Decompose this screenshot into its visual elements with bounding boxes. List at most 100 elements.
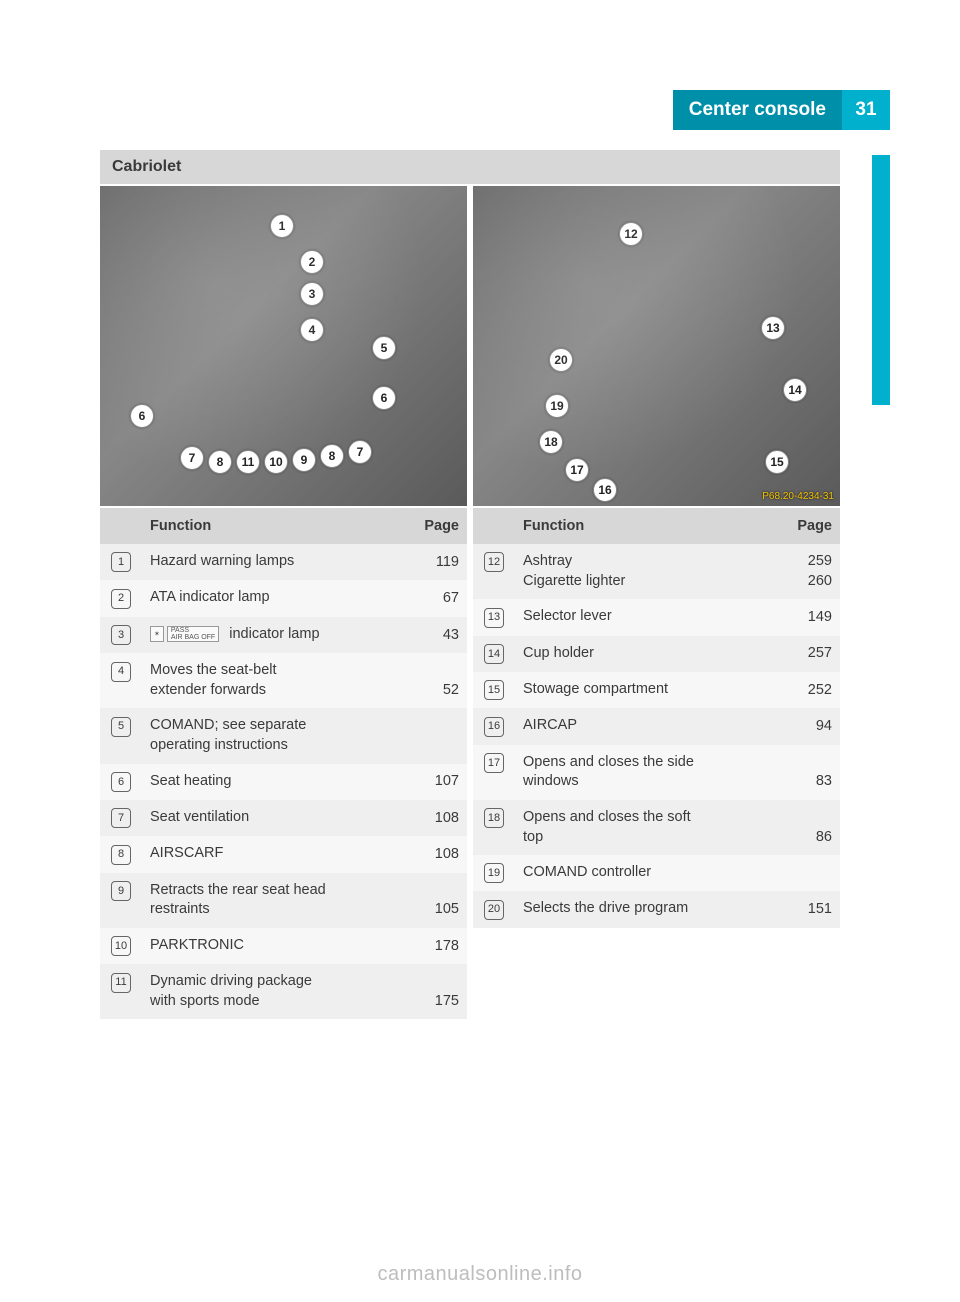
callout-8: 8 xyxy=(208,450,232,474)
callout-15: 15 xyxy=(765,450,789,474)
table-row: 4Moves the seat-beltextender forwards52 xyxy=(100,653,467,708)
row-marker: 14 xyxy=(473,636,515,672)
function-table-left: Function Page 1Hazard warning lamps119 2 A… xyxy=(100,508,467,1019)
table-row: 14Cup holder257 xyxy=(473,636,840,672)
callout-6: 6 xyxy=(130,404,154,428)
row-function: Opens and closes the softtop xyxy=(515,800,788,855)
row-marker: 18 xyxy=(473,800,515,855)
callout-20: 20 xyxy=(549,348,573,372)
table-row: 6Seat heating107 xyxy=(100,764,467,800)
callout-19: 19 xyxy=(545,394,569,418)
row-page: 107 xyxy=(415,764,467,800)
row-page: 67 xyxy=(415,580,467,616)
row-page: 259260 xyxy=(788,544,840,599)
callout-17: 17 xyxy=(565,458,589,482)
row-marker: 20 xyxy=(473,891,515,927)
row-marker: 1 xyxy=(100,544,142,580)
row-marker: 19 xyxy=(473,855,515,891)
table-row: 8AIRSCARF108 xyxy=(100,836,467,872)
row-page: 151 xyxy=(788,891,840,927)
row-function: COMAND controller xyxy=(515,855,788,891)
row-page: 119 xyxy=(415,544,467,580)
row-function: AshtrayCigarette lighter xyxy=(515,544,788,599)
row-function: Retracts the rear seat headrestraints xyxy=(142,873,415,928)
callout-12: 12 xyxy=(619,222,643,246)
row-page: 108 xyxy=(415,800,467,836)
row-function: AIRSCARF xyxy=(142,836,415,872)
passenger-airbag-off-icon: ✶PASSAIR BAG OFF xyxy=(150,626,219,642)
callout-2: 2 xyxy=(300,250,324,274)
row-marker: 3 xyxy=(100,617,142,653)
callout-4: 4 xyxy=(300,318,324,342)
function-table-right: Function Page 12AshtrayCigarette lighter… xyxy=(473,508,840,928)
watermark: carmanualsonline.info xyxy=(0,1263,960,1286)
row-marker: 9 xyxy=(100,873,142,928)
table-row: 5COMAND; see separateoperating instructi… xyxy=(100,708,467,763)
row-marker: 15 xyxy=(473,672,515,708)
row-function: Opens and closes the sidewindows xyxy=(515,745,788,800)
col-page: Page xyxy=(788,508,840,544)
table-row: 7Seat ventilation108 xyxy=(100,800,467,836)
callout-7: 7 xyxy=(348,440,372,464)
col-marker xyxy=(473,508,515,544)
col-marker xyxy=(100,508,142,544)
row-page xyxy=(788,855,840,891)
header-title: Center console xyxy=(673,90,842,130)
row-marker: 7 xyxy=(100,800,142,836)
row-marker: 12 xyxy=(473,544,515,599)
callout-11: 11 xyxy=(236,450,260,474)
header-page-number: 31 xyxy=(842,90,890,130)
table-row: 3✶PASSAIR BAG OFF indicator lamp43 xyxy=(100,617,467,653)
row-page: 83 xyxy=(788,745,840,800)
row-function: Stowage compartment xyxy=(515,672,788,708)
table-row: 16AIRCAP94 xyxy=(473,708,840,744)
row-marker: 10 xyxy=(100,928,142,964)
row-function: Moves the seat-beltextender forwards xyxy=(142,653,415,708)
callout-10: 10 xyxy=(264,450,288,474)
manual-page: Center console 31 At a glance Cabriolet … xyxy=(0,0,960,1302)
row-function: COMAND; see separateoperating instructio… xyxy=(142,708,415,763)
row-marker: 5 xyxy=(100,708,142,763)
row-page: 178 xyxy=(415,928,467,964)
content-area: Cabriolet 1234566781110987 P68.20-4234-3… xyxy=(100,150,840,1019)
row-marker: 4 xyxy=(100,653,142,708)
row-function: Hazard warning lamps xyxy=(142,544,415,580)
table-row: 9Retracts the rear seat headrestraints10… xyxy=(100,873,467,928)
chapter-tab: At a glance xyxy=(850,155,890,405)
row-page: 105 xyxy=(415,873,467,928)
figure-row: 1234566781110987 P68.20-4234-31 12132019… xyxy=(100,186,840,506)
figure-left: 1234566781110987 xyxy=(100,186,467,506)
callout-6: 6 xyxy=(372,386,396,410)
chapter-tab-fill xyxy=(872,155,890,405)
row-page: 43 xyxy=(415,617,467,653)
col-page: Page xyxy=(415,508,467,544)
row-function: Seat ventilation xyxy=(142,800,415,836)
table-row: 17Opens and closes the sidewindows83 xyxy=(473,745,840,800)
callout-3: 3 xyxy=(300,282,324,306)
row-page: 175 xyxy=(415,964,467,1019)
row-page: 252 xyxy=(788,672,840,708)
row-marker: 8 xyxy=(100,836,142,872)
row-marker: 13 xyxy=(473,599,515,635)
table-row: 18Opens and closes the softtop86 xyxy=(473,800,840,855)
callout-16: 16 xyxy=(593,478,617,502)
callout-9: 9 xyxy=(292,448,316,472)
page-header: Center console 31 xyxy=(100,90,890,130)
table-row: 13Selector lever149 xyxy=(473,599,840,635)
row-page: 108 xyxy=(415,836,467,872)
row-function: Selects the drive program xyxy=(515,891,788,927)
row-function: PARKTRONIC xyxy=(142,928,415,964)
row-function: Cup holder xyxy=(515,636,788,672)
row-marker: 2 xyxy=(100,580,142,616)
row-page: 149 xyxy=(788,599,840,635)
col-function: Function xyxy=(142,508,415,544)
table-row: 15Stowage compartment252 xyxy=(473,672,840,708)
row-page: 257 xyxy=(788,636,840,672)
row-function: AIRCAP xyxy=(515,708,788,744)
callout-7: 7 xyxy=(180,446,204,470)
row-page: 86 xyxy=(788,800,840,855)
table-row: 12AshtrayCigarette lighter259260 xyxy=(473,544,840,599)
row-page: 94 xyxy=(788,708,840,744)
callout-1: 1 xyxy=(270,214,294,238)
row-page: 52 xyxy=(415,653,467,708)
